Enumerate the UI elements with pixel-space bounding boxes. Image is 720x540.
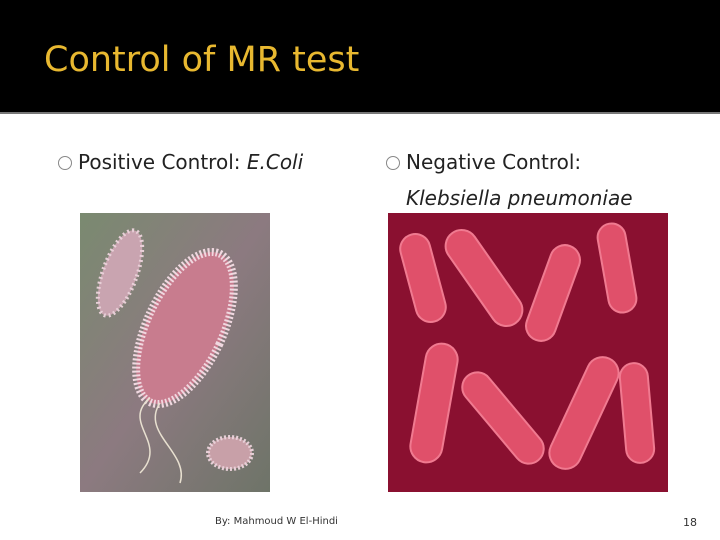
bullet: Klebsiella pneumoniae [406, 186, 633, 210]
organism: Klebsiella pneumoniae [406, 186, 633, 210]
page-number: 18 [683, 516, 697, 529]
organism: E.Coli [246, 150, 304, 174]
bullet-label: Negative Control: [406, 150, 582, 174]
footer: By: Mahmoud W El-Hindi [215, 516, 338, 527]
bullet: Negative Control: [406, 150, 581, 174]
bullet-icon [386, 156, 400, 170]
title-bar [0, 0, 720, 114]
ecoli-image [80, 213, 270, 492]
bullet-icon [58, 156, 72, 170]
slide-title: Control of MR test [44, 40, 360, 80]
bullet-label: Positive Control: [78, 150, 241, 174]
klebsiella-image [388, 213, 668, 492]
bullet: Positive Control: E.Coli [78, 150, 303, 174]
